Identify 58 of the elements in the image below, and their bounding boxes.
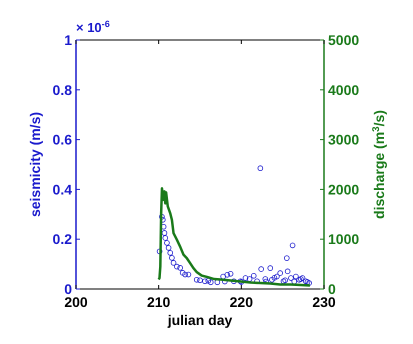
point [186, 272, 192, 278]
point [258, 165, 264, 172]
x-tick-label: 230 [312, 294, 336, 310]
point [205, 278, 212, 284]
point [194, 276, 200, 283]
point [167, 250, 174, 256]
point [177, 265, 183, 271]
point [174, 264, 180, 270]
point [162, 235, 168, 241]
point [272, 274, 278, 281]
x-tick-label: 210 [146, 294, 171, 310]
point [242, 275, 248, 281]
line-series [157, 187, 312, 287]
point [169, 255, 175, 261]
y2-tick-label: 2000 [328, 181, 360, 198]
point [170, 260, 176, 266]
y2-tick-label: 4000 [328, 82, 360, 98]
point [220, 274, 226, 280]
point [277, 270, 283, 276]
x-tick-label: 200 [64, 294, 88, 310]
text: × 10$^{-6}$ [76, 19, 110, 35]
point [274, 274, 280, 280]
point [197, 277, 203, 284]
y2-tick-label: 5000 [328, 32, 360, 48]
point [228, 271, 234, 277]
point [180, 270, 186, 276]
point [288, 275, 294, 281]
y2-tick-label: 0 [328, 281, 336, 297]
point [162, 230, 168, 236]
x-axis-title: julian day [166, 312, 232, 328]
y-tick-label: 0.4 [52, 181, 72, 198]
y-axis-title: seismicity (m/s) [27, 112, 43, 218]
point [224, 272, 230, 278]
x-tick-label: 220 [230, 294, 254, 310]
point [159, 214, 165, 220]
point [290, 242, 296, 248]
point [267, 265, 274, 271]
point [258, 266, 264, 272]
point [284, 255, 290, 261]
point [293, 274, 299, 280]
y-tick-label: 1 [64, 32, 72, 48]
y-tick-label: 0.8 [52, 82, 72, 98]
point [284, 268, 290, 274]
y-tick-label: 0.2 [52, 231, 72, 248]
y-tick-label: 0 [64, 281, 72, 297]
point [246, 276, 252, 282]
point [164, 240, 170, 246]
point [262, 276, 268, 282]
point [269, 276, 275, 283]
y2-tick-label: 1000 [328, 231, 360, 248]
y2-tick-label: 3000 [328, 132, 360, 148]
point [296, 276, 302, 283]
point [182, 272, 188, 278]
point [208, 279, 214, 286]
y-tick-label: 0.6 [52, 132, 72, 148]
point [202, 278, 208, 284]
point [250, 273, 257, 279]
point [166, 245, 172, 251]
